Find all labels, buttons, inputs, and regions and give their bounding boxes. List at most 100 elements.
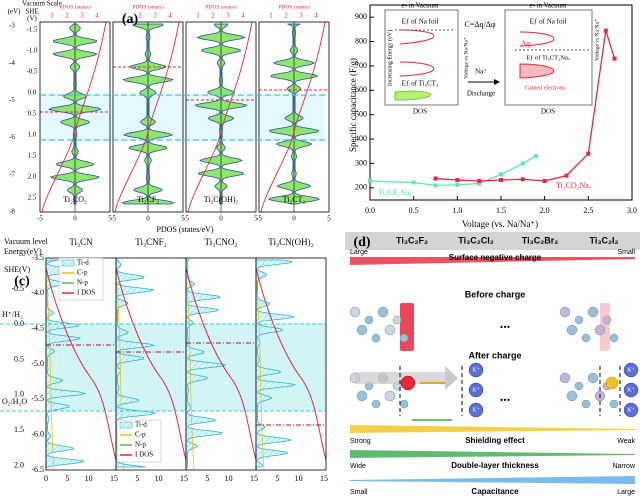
atom bbox=[384, 390, 396, 402]
atom bbox=[574, 315, 584, 325]
atom bbox=[384, 324, 396, 336]
idos-curve bbox=[185, 267, 257, 461]
legend-label: Ti₂CO₂Naₓ bbox=[556, 181, 592, 190]
top-tick-label: 4 bbox=[95, 12, 99, 20]
top-tick-label: 4 bbox=[241, 12, 245, 20]
label: After charge bbox=[468, 350, 521, 360]
ion bbox=[468, 402, 484, 418]
label: PDOS (states) bbox=[205, 3, 236, 10]
point bbox=[411, 180, 416, 185]
legend-label: Ti-d bbox=[135, 421, 147, 429]
atom bbox=[574, 381, 584, 391]
panel-label: (c) bbox=[14, 274, 30, 289]
energy-tick-label: -6.5 bbox=[31, 465, 44, 474]
label: Na⁺ bbox=[475, 68, 487, 76]
atom bbox=[377, 306, 389, 318]
label: ... bbox=[500, 390, 511, 405]
idos-curve bbox=[255, 267, 327, 461]
x-tick-label: 5 bbox=[135, 474, 139, 483]
idos-curve bbox=[45, 267, 117, 461]
x-tick-label: 0 bbox=[44, 474, 48, 483]
label: Narrow bbox=[612, 463, 636, 470]
point bbox=[477, 178, 482, 183]
point bbox=[455, 178, 460, 183]
label: Δφ bbox=[521, 39, 531, 48]
bottom-tick-label: 0 bbox=[292, 215, 296, 223]
ion-label: K⁺ bbox=[627, 366, 635, 373]
gradient-wedge bbox=[350, 450, 635, 458]
bottom-tick-label: 0 bbox=[146, 215, 150, 223]
atom bbox=[371, 333, 381, 343]
atom bbox=[356, 324, 368, 336]
label: SHE(V) bbox=[4, 265, 31, 274]
point bbox=[603, 28, 608, 33]
cp-curve bbox=[45, 277, 55, 471]
x-tick-label: 3.0 bbox=[627, 206, 637, 215]
label: PDOS (states) bbox=[278, 3, 309, 10]
atom bbox=[566, 324, 578, 336]
idos-curve bbox=[187, 21, 253, 213]
label: PDOS (states/eV) bbox=[156, 225, 213, 234]
label: (V) bbox=[27, 15, 37, 23]
gradient-wedge bbox=[350, 425, 635, 433]
x-tick-label: 0.5 bbox=[409, 206, 419, 215]
subplot-label: Ti₂CF₂ bbox=[137, 195, 159, 204]
energy-tick-label: -6.0 bbox=[31, 429, 44, 438]
atom bbox=[371, 399, 381, 409]
panel-label: (d) bbox=[353, 235, 370, 250]
x-tick-label: 15 bbox=[110, 474, 118, 483]
point bbox=[564, 173, 569, 178]
legend-label: Ti-d bbox=[77, 259, 89, 267]
point bbox=[368, 178, 372, 183]
top-tick-label: 1 bbox=[269, 12, 273, 20]
point bbox=[612, 56, 617, 61]
label: Surface negative charge bbox=[449, 253, 542, 262]
ion bbox=[468, 382, 484, 398]
x-tick-label: 0.0 bbox=[365, 206, 375, 215]
panel-label: (a) bbox=[122, 12, 139, 27]
bottom-tick-label: -5 bbox=[183, 215, 189, 223]
x-tick-label: 15 bbox=[320, 474, 328, 483]
subplot-title: Ti₃CNO₂ bbox=[205, 237, 238, 247]
ion bbox=[623, 382, 639, 398]
she-tick-label: -0.5 bbox=[11, 284, 24, 293]
top-tick-label: 1 bbox=[50, 12, 54, 20]
subplot-label: Ti₂C(OH)₂ bbox=[204, 195, 239, 204]
ion-label: K⁺ bbox=[627, 406, 635, 413]
label: Voltage vs Na/Na⁺ bbox=[593, 19, 600, 61]
label: Vacuum level bbox=[4, 237, 49, 246]
label: Strong bbox=[350, 438, 371, 445]
ev-tick-label: -3 bbox=[9, 22, 15, 30]
she-tick-label: -0.5 bbox=[26, 68, 38, 76]
label: Vacuum Scale bbox=[22, 0, 62, 8]
top-tick-label: 3 bbox=[80, 12, 84, 20]
label: Weak bbox=[617, 438, 635, 445]
header-bar bbox=[345, 232, 640, 250]
point bbox=[499, 172, 503, 177]
y-tick-label: 900 bbox=[355, 12, 367, 21]
point bbox=[520, 161, 525, 166]
inset-dos bbox=[394, 90, 431, 101]
she-tick-label: 0.5 bbox=[28, 110, 37, 118]
bottom-tick-label: 0 bbox=[219, 215, 223, 223]
ev-tick-label: -7 bbox=[9, 170, 15, 178]
x-tick-label: 2.0 bbox=[540, 206, 550, 215]
y-tick-label: 500 bbox=[355, 110, 367, 119]
ion bbox=[623, 402, 639, 418]
label: Shielding effect bbox=[465, 436, 525, 445]
label: Double-layer thickness bbox=[451, 461, 539, 470]
subplot-title: Ti₃CNF₂ bbox=[135, 237, 166, 247]
label: DOS bbox=[541, 108, 555, 116]
label: Energy(eV) bbox=[4, 247, 42, 256]
ion-label: K⁺ bbox=[627, 386, 635, 393]
column-title: Ti₃C₂Br₂ bbox=[522, 235, 559, 245]
label: Eƒ of Na foil bbox=[530, 18, 567, 26]
x-tick-label: 10 bbox=[155, 474, 163, 483]
point bbox=[455, 182, 460, 187]
she-tick-label: 0.0 bbox=[28, 89, 37, 97]
atom bbox=[349, 306, 361, 318]
inset-box bbox=[384, 9, 459, 106]
label: SHE bbox=[25, 8, 38, 16]
x-tick-label: 10 bbox=[225, 474, 233, 483]
energy-tick-label: -3.5 bbox=[31, 253, 44, 262]
